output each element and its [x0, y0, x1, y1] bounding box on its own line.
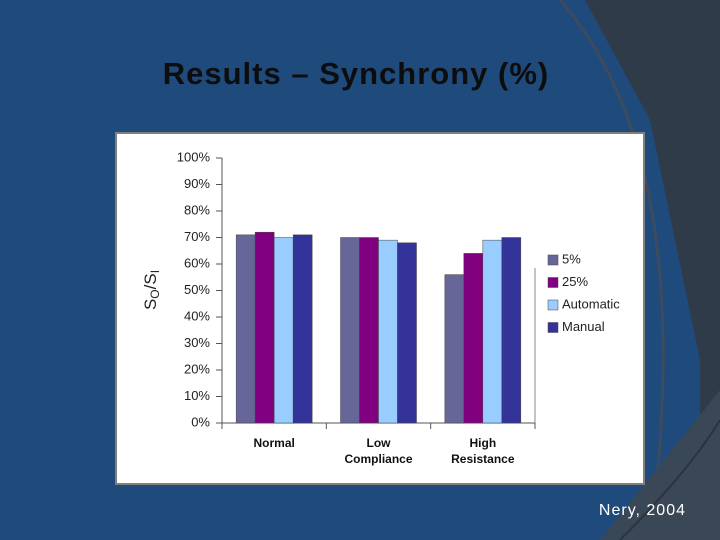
x-tick-label: Low Compliance [344, 436, 413, 466]
x-tick-label: Normal [253, 436, 295, 450]
legend-swatch [547, 254, 559, 266]
bar [378, 239, 398, 424]
bar [501, 237, 522, 424]
bar [235, 234, 256, 424]
citation: Nery, 2004 [598, 502, 686, 519]
legend-label: 5% [562, 251, 581, 266]
y-tick-label: 0% [191, 414, 210, 429]
x-tick-label: High Resistance [451, 436, 515, 466]
bar [340, 237, 360, 424]
y-tick-label: 60% [184, 255, 210, 270]
legend-label: Automatic [562, 296, 620, 311]
bar [397, 242, 417, 424]
legend-swatch [547, 299, 559, 311]
slide-title: Results – Synchrony (%) [162, 56, 550, 91]
y-tick-label: 40% [184, 308, 210, 323]
background-decoration [558, 0, 720, 540]
legend-swatch [547, 322, 559, 333]
bar [273, 237, 294, 424]
y-tick-label: 50% [184, 282, 210, 297]
y-tick-label: 20% [184, 361, 210, 376]
y-tick-label: 70% [184, 229, 210, 244]
y-axis-label: SO/SI [141, 270, 162, 310]
bar [359, 237, 379, 424]
y-label-part: O [148, 289, 162, 298]
bar [292, 234, 313, 424]
y-tick-label: 80% [184, 202, 210, 217]
y-label-part: S [141, 299, 160, 310]
bar [254, 231, 275, 424]
y-label-part: /S [141, 273, 160, 289]
bar [463, 253, 484, 424]
bar [482, 239, 503, 424]
legend-label: Manual [562, 319, 605, 334]
legend-label: 25% [562, 274, 588, 289]
legend-swatch [547, 277, 559, 288]
y-label-part: I [148, 270, 162, 273]
y-tick-label: 100% [177, 149, 211, 164]
y-tick-label: 10% [184, 388, 210, 403]
y-tick-label: 30% [184, 335, 210, 350]
y-tick-label: 90% [184, 176, 210, 191]
bar [444, 274, 465, 424]
